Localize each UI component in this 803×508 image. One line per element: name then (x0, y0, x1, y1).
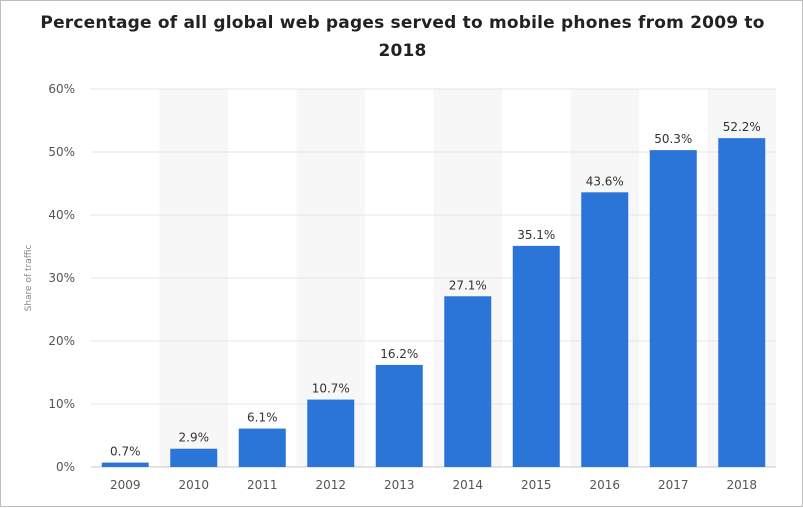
x-tick-label: 2017 (658, 478, 689, 492)
bar-2014 (444, 296, 492, 467)
x-tick-label: 2009 (110, 478, 141, 492)
x-tick-label: 2011 (247, 478, 278, 492)
bar-2011 (238, 428, 286, 467)
x-tick-label: 2010 (178, 478, 209, 492)
data-label: 52.2% (723, 120, 761, 134)
x-tick-label: 2012 (315, 478, 346, 492)
x-tick-label: 2018 (726, 478, 757, 492)
x-tick-label: 2014 (452, 478, 483, 492)
data-label: 27.1% (449, 278, 487, 292)
data-label: 10.7% (312, 382, 350, 396)
data-label: 6.1% (247, 411, 278, 425)
x-tick-label: 2015 (521, 478, 552, 492)
x-tick-label: 2013 (384, 478, 415, 492)
data-label: 16.2% (380, 347, 418, 361)
bar-2009 (101, 462, 149, 467)
bar-2013 (375, 364, 423, 467)
y-tick-label: 50% (48, 145, 75, 159)
data-label: 50.3% (654, 132, 692, 146)
data-label: 35.1% (517, 228, 555, 242)
chart-title: Percentage of all global web pages serve… (40, 13, 765, 61)
data-label: 2.9% (179, 431, 210, 445)
y-tick-label: 30% (48, 271, 75, 285)
bar-2010 (170, 448, 218, 467)
y-tick-label: 10% (48, 397, 75, 411)
x-tick-label: 2016 (589, 478, 620, 492)
y-axis-label: Share of traffic (24, 245, 34, 312)
y-tick-label: 60% (48, 82, 75, 96)
data-label: 43.6% (586, 174, 624, 188)
bar-2016 (581, 192, 629, 467)
bar-2015 (512, 245, 560, 467)
y-tick-label: 20% (48, 334, 75, 348)
y-tick-label: 40% (48, 208, 75, 222)
bar-2017 (649, 150, 697, 468)
bar-2012 (307, 399, 355, 467)
bar-2018 (718, 138, 766, 467)
y-tick-label: 0% (56, 460, 75, 474)
data-label: 0.7% (110, 445, 141, 459)
